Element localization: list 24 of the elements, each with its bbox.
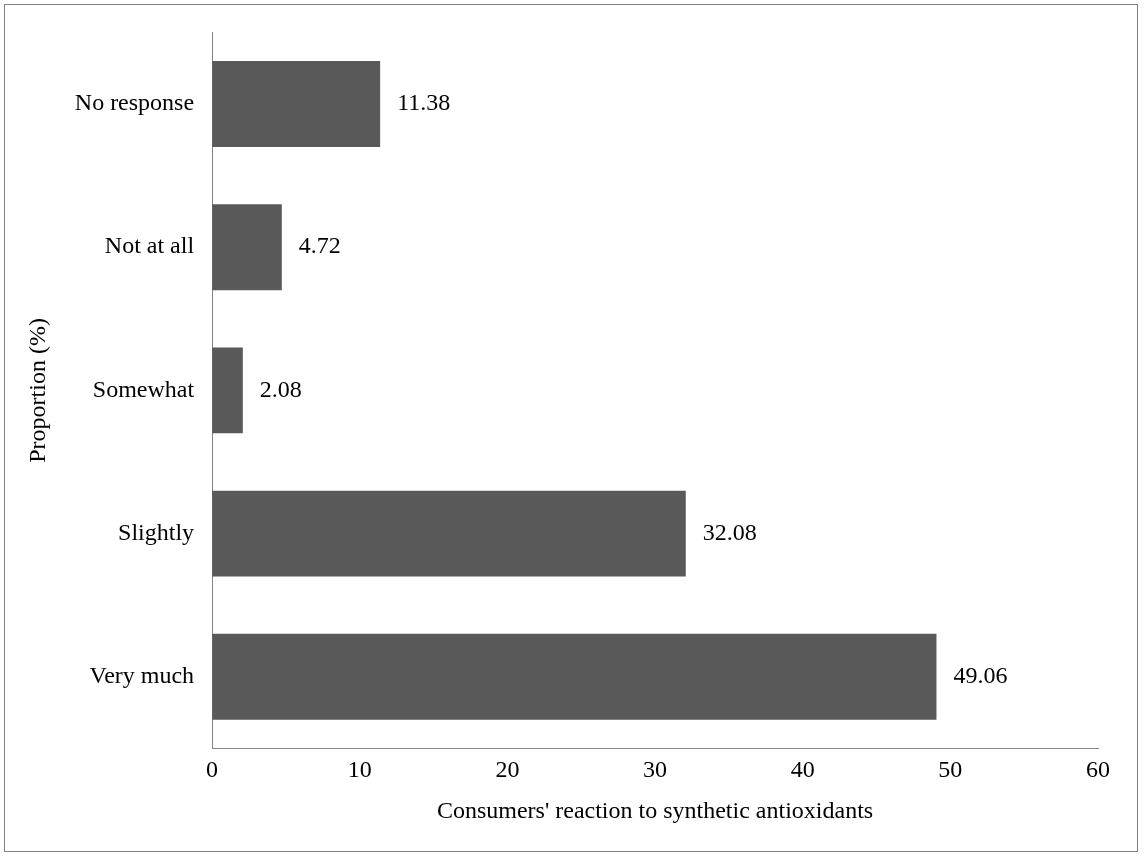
bar xyxy=(212,347,243,434)
y-tick-label: Not at all xyxy=(104,232,195,259)
y-tick-label: Very much xyxy=(89,662,195,689)
y-tick-label: Slightly xyxy=(118,518,195,545)
x-tick-label: 40 xyxy=(790,756,815,783)
bar xyxy=(212,633,937,720)
x-tick-label: 20 xyxy=(495,756,520,783)
x-tick-label: 30 xyxy=(643,756,668,783)
x-tick-label: 0 xyxy=(206,756,219,783)
bar xyxy=(212,204,282,291)
y-tick-label: No response xyxy=(74,89,195,116)
y-tick-label: Somewhat xyxy=(92,375,195,402)
data-label: 4.72 xyxy=(298,232,341,259)
x-tick-label: 50 xyxy=(938,756,963,783)
data-label: 49.06 xyxy=(953,662,1008,689)
bar xyxy=(212,61,381,147)
data-label: 2.08 xyxy=(259,375,302,402)
data-label: 32.08 xyxy=(702,518,757,545)
x-axis-title: Consumers' reaction to synthetic antioxidants xyxy=(436,796,874,823)
x-tick-label: 60 xyxy=(1086,756,1110,783)
bar xyxy=(212,490,686,577)
y-axis-title: Proportion (%) xyxy=(23,318,50,463)
data-label: 11.38 xyxy=(397,89,451,116)
x-tick-label: 10 xyxy=(347,756,372,783)
